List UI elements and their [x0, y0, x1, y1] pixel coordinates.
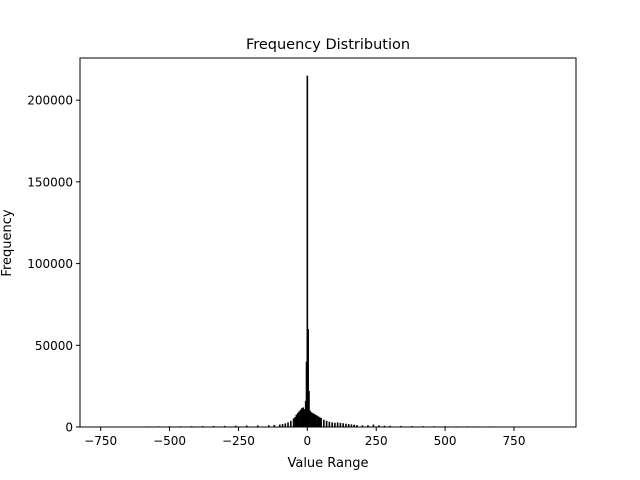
histogram-bar [325, 420, 328, 427]
histogram-bar [336, 422, 339, 427]
histogram-bar [378, 425, 380, 427]
chart-title: Frequency Distribution [246, 37, 410, 53]
histogram-bar [323, 419, 325, 427]
histogram-bar [301, 408, 303, 427]
histogram-bar [313, 413, 316, 427]
x-tick-label: −500 [153, 434, 186, 448]
y-axis-ticks: 0 50000 100000 150000 200000 [27, 94, 80, 435]
histogram-bar [298, 411, 300, 427]
histogram-bar [307, 328, 309, 427]
histogram-bar [312, 413, 314, 427]
y-tick-label: 150000 [27, 175, 73, 189]
histogram-bar [318, 417, 321, 427]
histogram-bar [328, 421, 331, 427]
histogram-bar [245, 425, 248, 427]
plot-frame [79, 57, 577, 428]
x-tick-label: −750 [84, 434, 117, 448]
y-tick-label: 50000 [35, 339, 73, 353]
histogram-bar [304, 400, 307, 427]
x-axis-label: Value Range [287, 456, 368, 471]
histogram-bar [372, 424, 375, 427]
histogram-bar [296, 413, 299, 427]
histogram-bar [278, 424, 281, 427]
histogram-bar [287, 422, 289, 427]
y-tick-label: 0 [65, 421, 73, 435]
bars-group [102, 75, 557, 428]
histogram-bar [389, 425, 391, 427]
histogram-bar [306, 75, 309, 428]
histogram-bar [303, 409, 306, 427]
histogram-bar [314, 414, 317, 427]
x-tick-label: 0 [304, 434, 312, 448]
x-axis-ticks: −750 −500 −250 0 250 500 750 [84, 427, 525, 448]
histogram-bar [345, 423, 347, 427]
histogram-bar [281, 424, 284, 427]
histogram-bar [290, 420, 292, 427]
histogram-bar [294, 417, 296, 427]
histogram-bar [342, 423, 344, 427]
histogram-bar [305, 361, 308, 427]
histogram-bar [292, 418, 295, 427]
histogram-bar [320, 418, 322, 427]
histogram-bar [356, 425, 358, 427]
y-tick-label: 200000 [27, 94, 73, 108]
histogram-bar [316, 415, 318, 427]
x-tick-label: 750 [503, 434, 526, 448]
histogram-bar [367, 425, 369, 427]
histogram-bar [308, 391, 310, 427]
histogram-bar [310, 412, 313, 427]
histogram-bar [361, 425, 364, 427]
histogram-bar [317, 416, 320, 427]
histogram-bar [353, 424, 355, 427]
histogram-bar [234, 425, 237, 427]
histogram-bar [299, 409, 302, 427]
x-tick-label: 250 [365, 434, 388, 448]
x-tick-label: 500 [434, 434, 457, 448]
x-tick-label: −250 [222, 434, 255, 448]
histogram-bar [347, 424, 350, 427]
histogram-bar [339, 422, 342, 427]
histogram-bar [334, 422, 336, 427]
histogram-bar [302, 407, 304, 427]
histogram-bar [295, 414, 298, 427]
y-tick-label: 100000 [27, 257, 73, 271]
histogram-bar [284, 423, 287, 427]
histogram-bar [273, 425, 276, 427]
histogram-bar [350, 424, 353, 427]
histogram-bar [256, 425, 259, 427]
histogram-bar [267, 425, 270, 427]
histogram-bar [309, 410, 311, 427]
histogram-bar [331, 422, 333, 427]
histogram-bar [383, 425, 386, 427]
y-axis-label: Frequency [0, 209, 15, 276]
histogram-bar [223, 425, 226, 427]
